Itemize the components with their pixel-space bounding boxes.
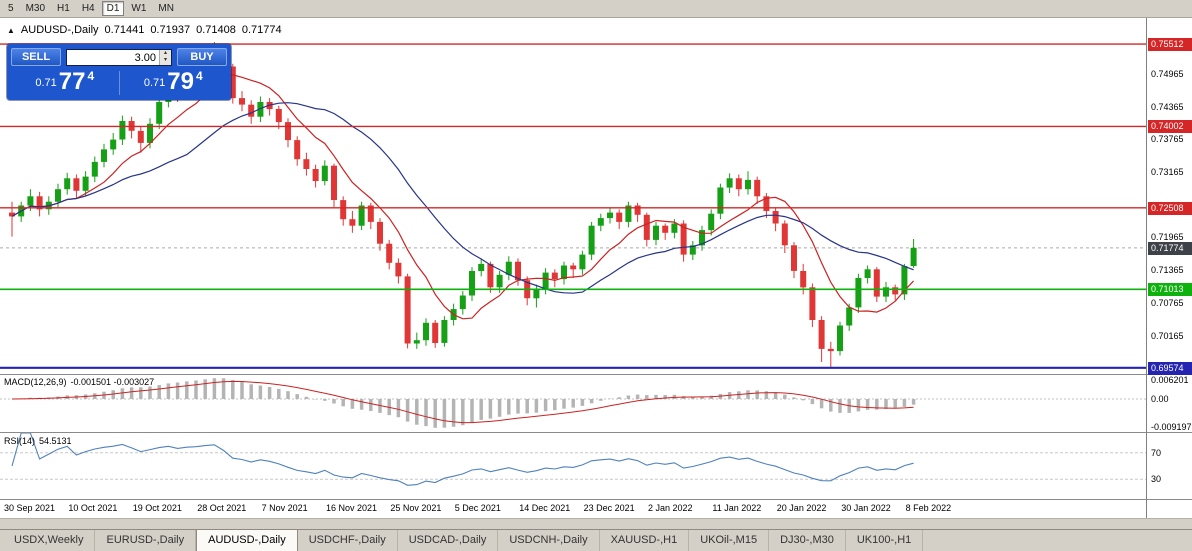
date-axis-label: 10 Oct 2021 [68, 503, 118, 513]
macd-axis-label: 0.006201 [1151, 375, 1189, 385]
volume-up-button[interactable]: ▴ [163, 49, 167, 56]
price-level-badge: 0.71013 [1148, 283, 1192, 297]
price-axis-label: 0.74365 [1151, 101, 1184, 112]
date-axis-label: 30 Jan 2022 [841, 503, 891, 513]
chart-symbol-label: AUDUSD-,Daily [20, 24, 99, 36]
panel-separator [0, 499, 1192, 500]
buy-button[interactable]: BUY [177, 48, 227, 66]
volume-value[interactable]: 3.00 [134, 51, 156, 64]
price-axis-label: 0.71965 [1151, 232, 1184, 243]
macd-indicator-canvas [0, 378, 1146, 428]
current-price-badge: 0.71774 [1148, 241, 1192, 255]
ohlc-low: 0.71408 [196, 24, 236, 36]
date-axis-label: 20 Jan 2022 [776, 503, 827, 513]
sell-price-display: 0.71 77 4 [35, 68, 95, 95]
date-axis-label: 8 Feb 2022 [905, 503, 952, 513]
tab-dj30-m30[interactable]: DJ30-,M30 [769, 530, 846, 551]
price-axis-label: 0.73165 [1151, 167, 1184, 177]
tab-usdcnh-daily[interactable]: USDCNH-,Daily [498, 530, 600, 551]
tab-uk100-h1[interactable]: UK100-,H1 [846, 530, 924, 551]
tab-ukoil-m15[interactable]: UKOil-,M15 [689, 530, 770, 551]
date-axis-label: 16 Nov 2021 [326, 503, 378, 513]
price-level-badge: 0.72508 [1148, 201, 1192, 215]
chart-content: ▲ AUDUSD-,Daily 0.71441 0.71937 0.71408 … [0, 18, 1192, 529]
date-axis-label: 2 Jan 2022 [648, 503, 693, 513]
price-axis: 0.74965 0.74365 0.73765 0.73165 0.71965 0.713… [1146, 18, 1192, 518]
volume-down-button[interactable]: ▾ [163, 57, 167, 63]
rsi-label: RSI(14) 54.5131 [4, 436, 72, 446]
timeframe-button-5[interactable]: 5 [3, 1, 19, 16]
timeframe-button-d1[interactable]: D1 [101, 1, 125, 16]
timeframe-button-mn[interactable]: MN [153, 1, 179, 16]
date-axis-label: 5 Dec 2021 [454, 503, 501, 513]
ohlc-close: 0.71774 [241, 24, 282, 36]
macd-axis-label: -0.009197 [1151, 422, 1192, 433]
timeframe-button-h4[interactable]: H4 [77, 1, 100, 16]
ohlc-high: 0.71937 [150, 24, 191, 36]
tab-xauusd-h1[interactable]: XAUUSD-,H1 [600, 530, 690, 551]
volume-spin-buttons: ▴ ▾ [159, 49, 171, 65]
price-axis-label: 0.70765 [1151, 297, 1184, 308]
price-axis-label: 0.74965 [1151, 68, 1184, 79]
date-axis-label: 25 Nov 2021 [390, 503, 442, 513]
price-level-badge: 0.75512 [1148, 38, 1192, 52]
macd-label: MACD(12,26,9) -0.001501 -0.003027 [4, 377, 155, 387]
chart-header: ▲ AUDUSD-,Daily 0.71441 0.71937 0.71408 … [7, 24, 282, 36]
rsi-axis-label: 70 [1151, 447, 1162, 458]
chart-collapse-icon[interactable]: ▲ [7, 25, 15, 35]
date-axis-label: 28 Oct 2021 [197, 503, 247, 513]
tab-usdcad-daily[interactable]: USDCAD-,Daily [398, 530, 499, 551]
price-chart-canvas[interactable] [0, 18, 1146, 374]
panel-separator [0, 374, 1192, 375]
rsi-axis-label: 30 [1151, 474, 1162, 485]
panel-separator [0, 432, 1192, 433]
price-axis-label: 0.73765 [1151, 134, 1184, 145]
price-axis-label: 0.71365 [1151, 265, 1184, 276]
rsi-indicator-canvas [0, 433, 1146, 486]
price-axis-label: 0.70165 [1151, 330, 1184, 341]
date-axis-label: 23 Dec 2021 [583, 503, 635, 513]
buy-price-display: 0.71 79 4 [143, 68, 203, 95]
chart-tab-bar: USDX,Weekly EURUSD-,Daily AUDUSD-,Daily USD… [0, 529, 1192, 551]
sell-button[interactable]: SELL [11, 48, 61, 66]
timeframe-button-w1[interactable]: W1 [126, 1, 151, 16]
status-strip [0, 518, 1192, 529]
price-divider [118, 71, 120, 95]
timeframe-button-m30[interactable]: M30 [21, 1, 50, 16]
date-axis-label: 19 Oct 2021 [132, 503, 182, 513]
macd-axis-label: 0.00 [1151, 394, 1169, 404]
timeframe-toolbar: 5 M30 H1 H4 D1 W1 MN [0, 0, 1192, 18]
date-axis-label: 14 Dec 2021 [519, 503, 571, 513]
date-axis-label: 30 Sep 2021 [4, 503, 56, 513]
date-axis: 30 Sep 2021 10 Oct 2021 19 Oct 2021 28 Oct … [0, 500, 1146, 518]
tab-eurusd-daily[interactable]: EURUSD-,Daily [95, 530, 197, 551]
date-axis-label: 11 Jan 2022 [712, 503, 762, 513]
one-click-trading-panel: SELL 3.00 ▴ ▾ BUY 0.71 77 4 0.71 79 4 [7, 44, 231, 100]
timeframe-button-h1[interactable]: H1 [52, 1, 75, 16]
volume-stepper[interactable]: 3.00 ▴ ▾ [66, 48, 172, 66]
tab-usdx-weekly[interactable]: USDX,Weekly [3, 530, 96, 551]
tab-usdchf-daily[interactable]: USDCHF-,Daily [298, 530, 398, 551]
tab-audusd-daily[interactable]: AUDUSD-,Daily [196, 530, 298, 551]
price-level-badge: 0.69574 [1148, 361, 1192, 375]
ohlc-open: 0.71441 [104, 24, 145, 36]
price-level-badge: 0.74002 [1148, 120, 1192, 134]
date-axis-label: 7 Nov 2021 [261, 503, 308, 513]
